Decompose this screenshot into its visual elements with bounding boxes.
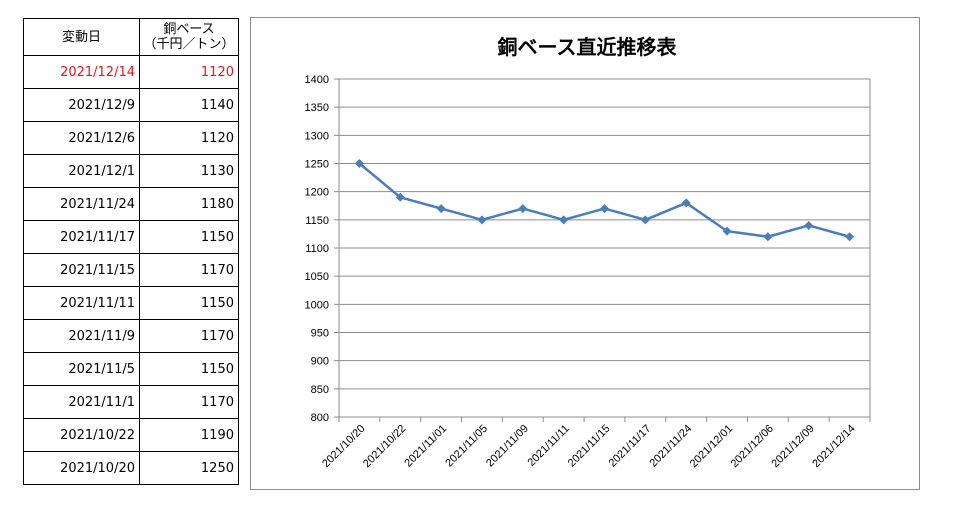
table-row: 2021/11/11 1150 <box>23 286 239 320</box>
change-date-cell: 2021/10/22 <box>23 418 140 452</box>
x-tick-label: 2021/11/05 <box>443 423 490 470</box>
price-cell: 1150 <box>139 220 239 254</box>
price-cell: 1170 <box>139 385 239 419</box>
table-row: 2021/11/5 1150 <box>23 352 239 386</box>
price-header-unit: （千円／トン） <box>143 37 235 52</box>
y-tick-label: 1050 <box>305 271 329 283</box>
change-date-cell: 2021/11/17 <box>23 220 140 254</box>
change-date-cell: 2021/11/24 <box>23 187 140 221</box>
change-date-cell: 2021/12/14 <box>23 55 140 89</box>
change-date-cell: 2021/12/1 <box>23 154 140 188</box>
price-cell: 1150 <box>139 352 239 386</box>
price-cell: 1130 <box>139 154 239 188</box>
y-tick-label: 850 <box>311 384 329 396</box>
data-point <box>559 215 569 225</box>
table-row: 2021/12/14 1120 <box>23 55 239 89</box>
copper-rate-table: 変動日 銅ベース （千円／トン） 2021/12/14 1120 2021/12/9… <box>23 18 239 485</box>
y-tick-label: 1400 <box>305 74 329 86</box>
line-chart: 銅ベース直近推移表 800 850 900 950 1000 1050 1100 1150 12… <box>305 35 871 470</box>
chart-panel: 銅ベース直近推移表 800 850 900 950 1000 1050 1100 1150 12… <box>250 17 920 490</box>
table-row: 2021/12/9 1140 <box>23 88 239 122</box>
x-tick-label: 2021/11/17 <box>607 423 654 470</box>
data-point <box>395 192 405 202</box>
price-header-line1: 銅ベース <box>163 22 215 37</box>
y-tick-label: 1250 <box>305 159 329 171</box>
table-row: 2021/11/24 1180 <box>23 187 239 221</box>
price-cell: 1170 <box>139 253 239 287</box>
change-date-cell: 2021/12/6 <box>23 121 140 155</box>
price-cell: 1170 <box>139 319 239 353</box>
table-row: 2021/10/20 1250 <box>23 451 239 485</box>
table-header-row: 変動日 銅ベース （千円／トン） <box>23 18 239 56</box>
table-row: 2021/11/15 1170 <box>23 253 239 287</box>
change-date-cell: 2021/11/15 <box>23 253 140 287</box>
table-row: 2021/12/1 1130 <box>23 154 239 188</box>
x-tick-label: 2021/12/14 <box>810 423 857 470</box>
series-line <box>358 162 850 238</box>
price-cell: 1180 <box>139 187 239 221</box>
change-date-cell: 2021/10/20 <box>23 451 140 485</box>
table-row: 2021/11/1 1170 <box>23 385 239 419</box>
y-tick-label: 1350 <box>305 102 329 114</box>
table-row: 2021/12/6 1120 <box>23 121 239 155</box>
data-point <box>845 232 855 242</box>
y-tick-label: 1000 <box>305 299 329 311</box>
price-cell: 1190 <box>139 418 239 452</box>
price-column-header: 銅ベース （千円／トン） <box>139 18 239 56</box>
x-tick-label: 2021/12/06 <box>729 423 776 470</box>
data-point <box>722 226 732 236</box>
change-date-cell: 2021/11/1 <box>23 385 140 419</box>
data-point <box>681 198 691 208</box>
y-tick-label: 1300 <box>305 130 329 142</box>
table-row: 2021/11/17 1150 <box>23 220 239 254</box>
x-tick-label: 2021/10/22 <box>361 423 408 470</box>
x-tick-label: 2021/11/15 <box>566 423 613 470</box>
x-tick-label: 2021/11/01 <box>402 423 449 470</box>
price-cell: 1140 <box>139 88 239 122</box>
x-tick-label: 2021/12/01 <box>688 423 735 470</box>
change-date-cell: 2021/11/5 <box>23 352 140 386</box>
change-date-cell: 2021/11/11 <box>23 286 140 320</box>
price-cell: 1250 <box>139 451 239 485</box>
data-point <box>804 220 814 230</box>
data-point <box>763 232 773 242</box>
change-date-cell: 2021/11/9 <box>23 319 140 353</box>
x-tick-label: 2021/10/20 <box>320 423 367 470</box>
y-tick-label: 950 <box>311 328 329 340</box>
data-point <box>600 204 609 214</box>
change-date-cell: 2021/12/9 <box>23 88 140 122</box>
x-tick-label: 2021/11/11 <box>526 423 572 469</box>
y-tick-label: 1100 <box>305 243 329 255</box>
y-tick-label: 1200 <box>305 187 329 199</box>
chart-title: 銅ベース直近推移表 <box>498 35 678 59</box>
y-tick-label: 1150 <box>305 215 329 227</box>
data-point <box>518 204 528 214</box>
x-tick-label: 2021/11/09 <box>484 423 531 470</box>
price-cell: 1150 <box>139 286 239 320</box>
data-point <box>477 215 487 225</box>
data-point <box>640 215 650 225</box>
table-body: 2021/12/14 1120 2021/12/9 1140 2021/12/6 1120… <box>23 55 239 485</box>
y-tick-label: 900 <box>311 356 329 368</box>
y-tick-label: 800 <box>311 412 329 424</box>
data-point <box>436 204 446 214</box>
price-cell: 1120 <box>139 55 239 89</box>
table-row: 2021/10/22 1190 <box>23 418 239 452</box>
price-cell: 1120 <box>139 121 239 155</box>
date-column-header: 変動日 <box>23 18 140 56</box>
table-row: 2021/11/9 1170 <box>23 319 239 353</box>
data-point <box>354 159 364 168</box>
x-tick-label: 2021/12/09 <box>769 423 816 470</box>
